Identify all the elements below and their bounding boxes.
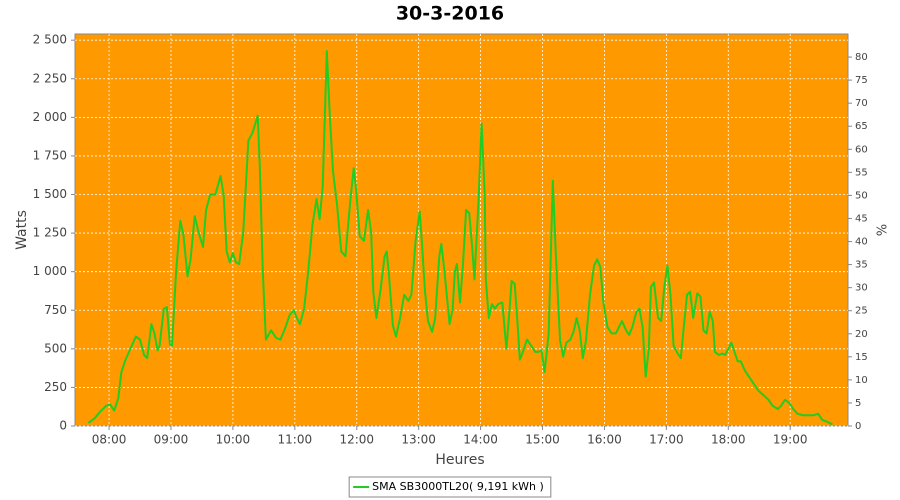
y2-tick-label: 55 <box>855 167 868 178</box>
y2-tick-label: 60 <box>855 144 868 155</box>
x-tick-label: 08:00 <box>92 433 127 447</box>
y-axis-label: Watts <box>14 210 30 250</box>
x-tick-label: 10:00 <box>216 433 251 447</box>
legend-label: SMA SB3000TL20( 9,191 kWh ) <box>372 480 544 493</box>
legend-box <box>348 476 552 498</box>
y2-tick-label: 5 <box>855 398 861 409</box>
x-tick-label: 13:00 <box>401 433 436 447</box>
x-tick-label: 19:00 <box>773 433 808 447</box>
y-tick-label: 0 <box>59 419 67 433</box>
y2-tick-label: 0 <box>855 421 861 432</box>
y-tick-label: 1 000 <box>33 264 67 278</box>
y2-tick-label: 65 <box>855 121 868 132</box>
y-tick-label: 2 500 <box>33 33 67 47</box>
x-tick-label: 09:00 <box>154 433 189 447</box>
y2-tick-label: 35 <box>855 260 868 271</box>
y2-axis-label: % <box>873 224 888 236</box>
x-tick-label: 16:00 <box>587 433 622 447</box>
y2-tick-label: 20 <box>855 329 868 340</box>
y2-tick-label: 45 <box>855 213 868 224</box>
y2-tick-label: 40 <box>855 237 868 248</box>
y2-tick-label: 30 <box>855 283 868 294</box>
chart-title: 30-3-2016 <box>396 3 504 25</box>
y-tick-label: 2 000 <box>33 110 67 124</box>
plot-area <box>74 33 849 427</box>
y-tick-label: 1 500 <box>33 187 67 201</box>
data-line <box>87 50 833 426</box>
x-tick-label: 11:00 <box>278 433 313 447</box>
y2-tick-label: 10 <box>855 375 868 386</box>
y2-tick-label: 15 <box>855 352 868 363</box>
y-tick-label: 750 <box>44 303 67 317</box>
y2-tick-label: 25 <box>855 306 868 317</box>
y2-tick-label: 50 <box>855 190 868 201</box>
x-tick-label: 14:00 <box>463 433 498 447</box>
x-tick-label: 18:00 <box>711 433 746 447</box>
x-tick-label: 17:00 <box>649 433 684 447</box>
y2-tick-label: 75 <box>855 75 868 86</box>
y-tick-label: 250 <box>44 380 67 394</box>
x-axis-label: Heures <box>435 452 484 468</box>
y-tick-label: 1 750 <box>33 148 67 162</box>
y-tick-label: 500 <box>44 341 67 355</box>
y-tick-label: 2 250 <box>33 71 67 85</box>
y-tick-label: 1 250 <box>33 226 67 240</box>
x-tick-label: 15:00 <box>525 433 560 447</box>
x-tick-label: 12:00 <box>339 433 374 447</box>
y2-tick-label: 70 <box>855 98 868 109</box>
y2-tick-label: 80 <box>855 52 868 63</box>
